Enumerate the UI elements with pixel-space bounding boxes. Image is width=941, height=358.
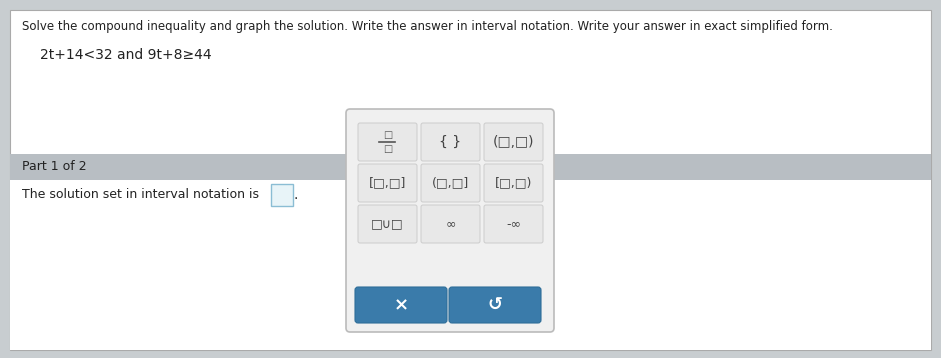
FancyBboxPatch shape: [484, 164, 543, 202]
Text: The solution set in interval notation is: The solution set in interval notation is: [22, 189, 259, 202]
FancyBboxPatch shape: [358, 123, 417, 161]
Text: 2t+14<32 and 9t+8≥44: 2t+14<32 and 9t+8≥44: [40, 48, 212, 62]
FancyBboxPatch shape: [484, 123, 543, 161]
Text: { }: { }: [439, 135, 462, 149]
Text: [□,□): [□,□): [495, 176, 533, 189]
Text: (□,□): (□,□): [493, 135, 534, 149]
Text: □: □: [383, 130, 392, 140]
FancyBboxPatch shape: [449, 287, 541, 323]
Text: (□,□]: (□,□]: [432, 176, 470, 189]
FancyBboxPatch shape: [421, 205, 480, 243]
FancyBboxPatch shape: [358, 164, 417, 202]
Text: ×: ×: [393, 296, 408, 314]
FancyBboxPatch shape: [421, 123, 480, 161]
FancyBboxPatch shape: [358, 205, 417, 243]
FancyBboxPatch shape: [10, 10, 931, 350]
Text: [□,□]: [□,□]: [369, 176, 407, 189]
Text: Part 1 of 2: Part 1 of 2: [22, 160, 87, 174]
Text: .: .: [294, 188, 298, 202]
Text: □∪□: □∪□: [371, 218, 404, 231]
FancyBboxPatch shape: [10, 180, 931, 350]
FancyBboxPatch shape: [10, 154, 931, 180]
Text: ∞: ∞: [445, 218, 455, 231]
FancyBboxPatch shape: [484, 205, 543, 243]
Text: -∞: -∞: [506, 218, 521, 231]
FancyBboxPatch shape: [421, 164, 480, 202]
Text: ↺: ↺: [487, 296, 502, 314]
FancyBboxPatch shape: [355, 287, 447, 323]
Text: □: □: [383, 144, 392, 154]
FancyBboxPatch shape: [271, 184, 293, 206]
FancyBboxPatch shape: [346, 109, 554, 332]
Text: Solve the compound inequality and graph the solution. Write the answer in interv: Solve the compound inequality and graph …: [22, 20, 833, 33]
